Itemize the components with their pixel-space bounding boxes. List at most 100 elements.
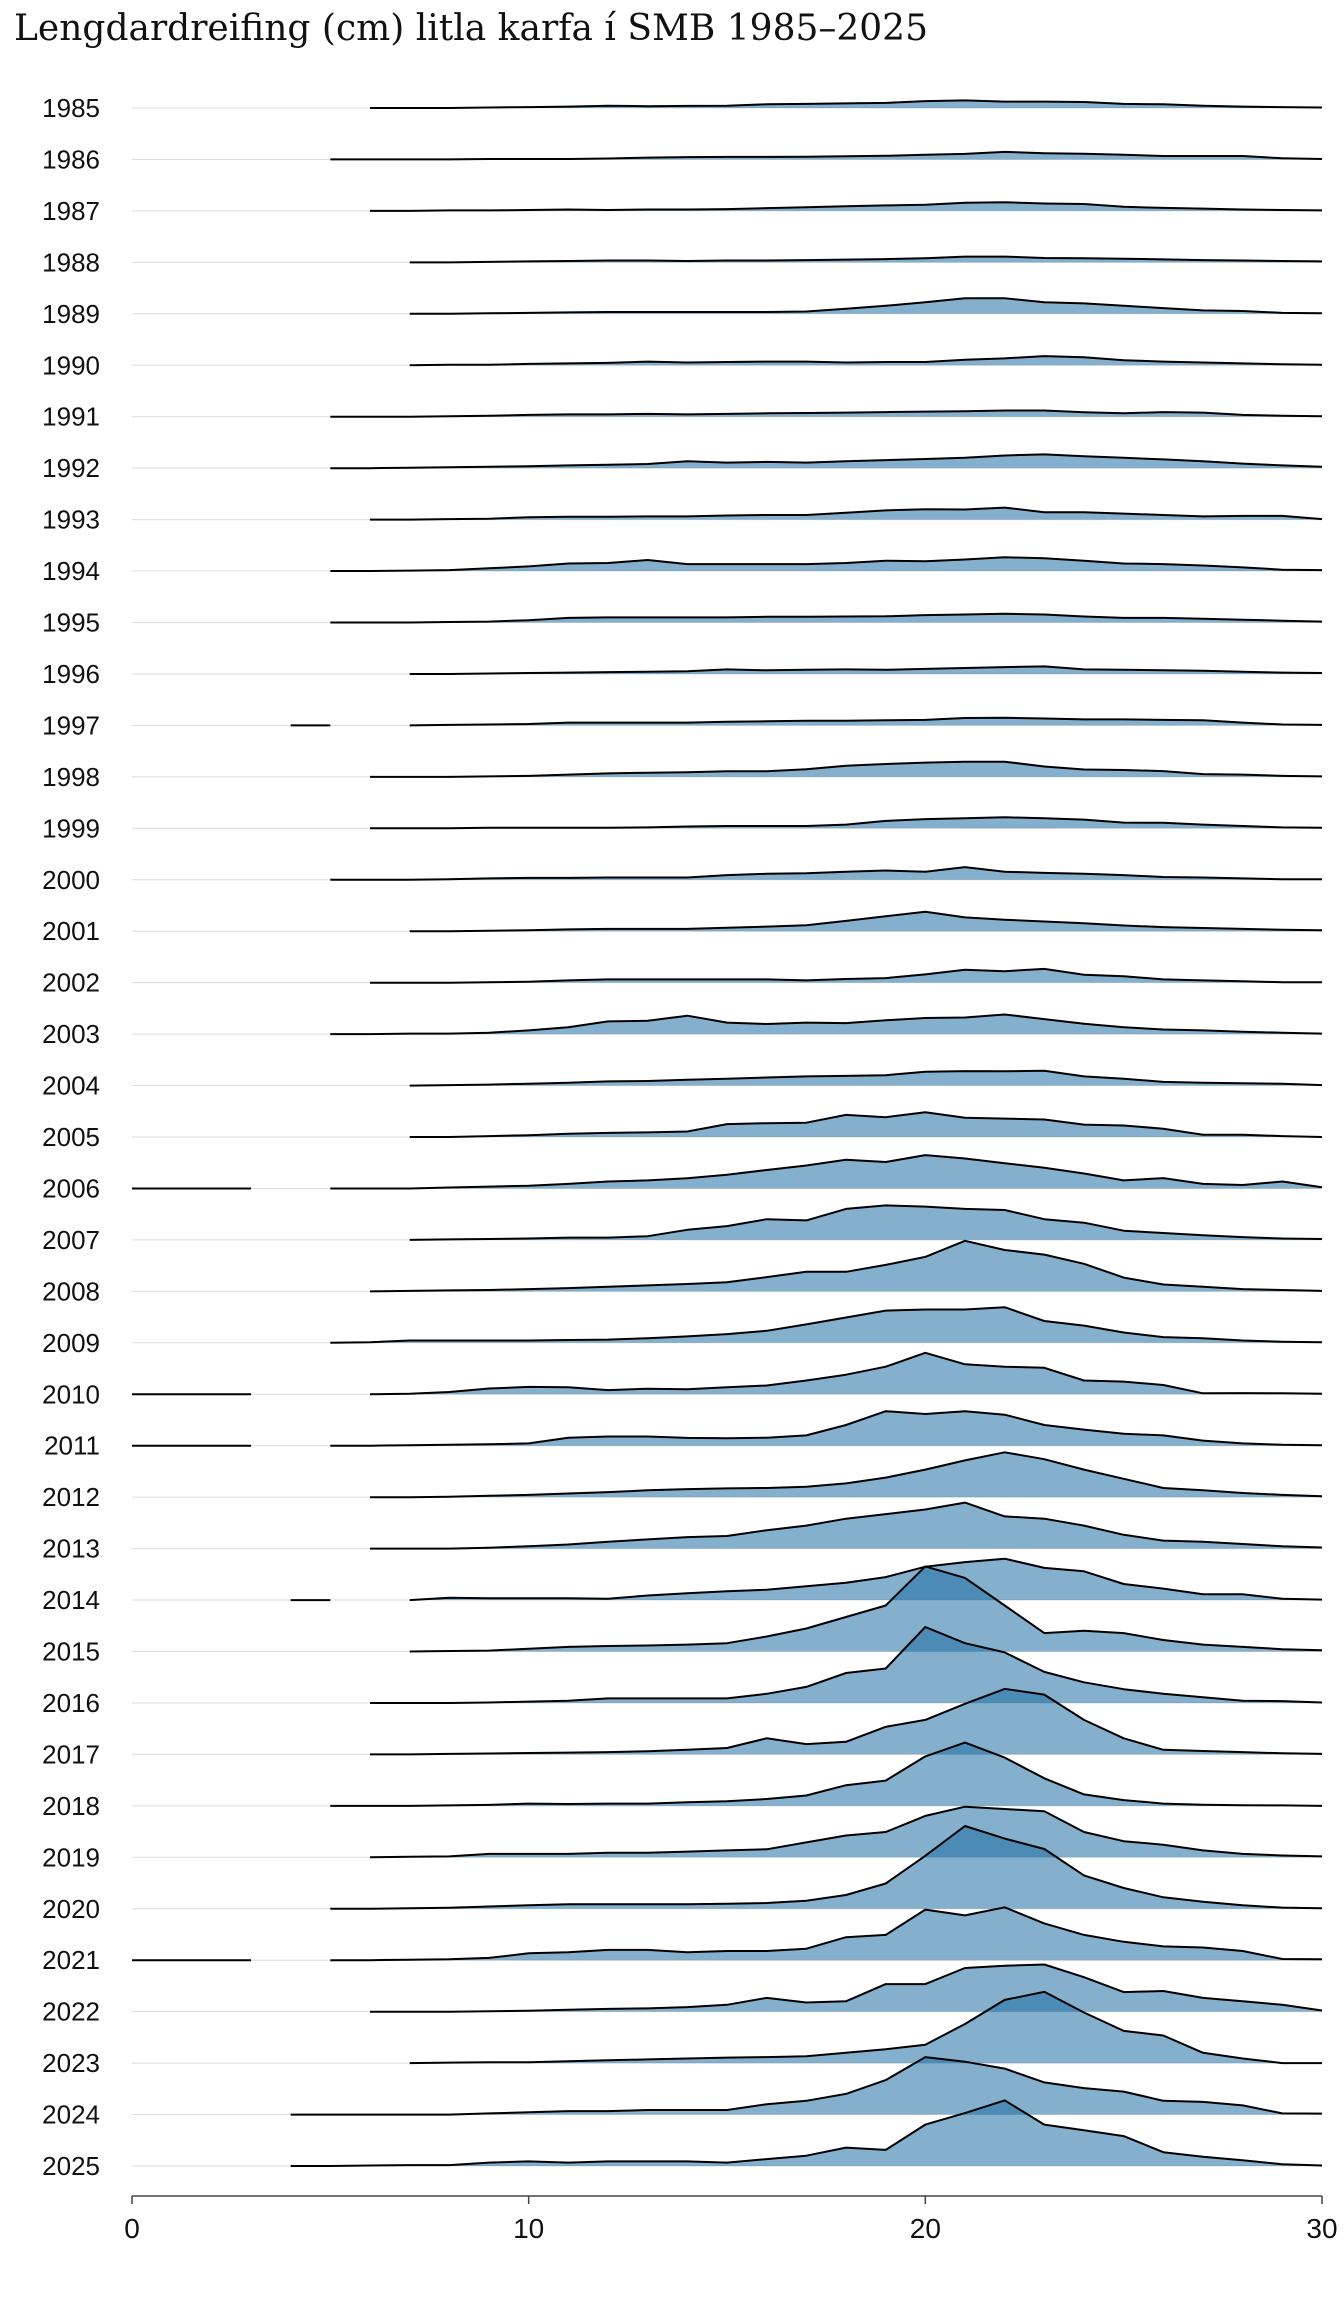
- year-label: 2009: [42, 1328, 100, 1358]
- ridge-line: [290, 2056, 1323, 2116]
- year-label: 2010: [42, 1379, 100, 1409]
- ridge-area: [330, 1155, 1322, 1189]
- ridge-line: [330, 866, 1322, 881]
- ridge-area: [370, 1240, 1322, 1292]
- ridge-2013: [370, 1501, 1323, 1550]
- x-tick-label: 10: [513, 2213, 544, 2244]
- ridge-2004: [409, 1069, 1323, 1087]
- year-label: 2022: [42, 1997, 100, 2027]
- ridge-area: [409, 298, 1322, 314]
- ridge-1986: [330, 150, 1323, 161]
- ridge-line: [330, 1906, 1323, 1962]
- year-label: 2017: [42, 1739, 100, 1769]
- year-label: 1989: [42, 299, 100, 329]
- ridge-1999: [370, 816, 1323, 830]
- ridge-area: [370, 1964, 1322, 2012]
- ridge-2019: [369, 1805, 1323, 1859]
- ridge-line: [370, 99, 1323, 109]
- ridge-line: [370, 1451, 1323, 1499]
- ridge-line: [369, 1351, 1323, 1396]
- ridge-2016: [370, 1626, 1323, 1704]
- ridge-line: [409, 1204, 1323, 1241]
- ridge-line: [370, 1687, 1323, 1756]
- year-label: 1987: [42, 196, 100, 226]
- ridge-1992: [330, 453, 1323, 470]
- y-axis-labels: 1985 1986 1987 1988 1989 1990 1991 1992 1993 1994…: [42, 93, 100, 2181]
- ridge-line: [409, 297, 1323, 315]
- ridge-area: [330, 1742, 1322, 1806]
- year-label: 2016: [42, 1688, 100, 1718]
- ridge-line: [370, 506, 1323, 521]
- year-label: 2008: [42, 1276, 100, 1306]
- year-label: 2004: [42, 1071, 100, 1101]
- ridge-1990: [409, 355, 1323, 367]
- year-label: 1994: [42, 556, 100, 586]
- ridge-line: [369, 1805, 1323, 1859]
- year-label: 1996: [42, 659, 100, 689]
- chart-title: Lengdardreifing (cm) litla karfa í SMB 1…: [14, 8, 928, 49]
- ridge-area: [409, 1566, 1322, 1652]
- ridge-area: [370, 1627, 1322, 1703]
- ridge-line: [330, 453, 1323, 470]
- ridge-area: [330, 1014, 1322, 1035]
- ridge-2012: [370, 1451, 1323, 1499]
- ridge-line: [370, 1963, 1323, 2013]
- ridge-area: [370, 1688, 1322, 1755]
- ridge-area: [330, 1907, 1322, 1961]
- ridge-area: [370, 1806, 1322, 1858]
- year-label: 2024: [42, 2100, 100, 2130]
- year-label: 2014: [42, 1585, 100, 1615]
- ridge-line: [370, 760, 1323, 778]
- x-tick-label: 30: [1306, 2213, 1337, 2244]
- ridge-line: [409, 910, 1323, 933]
- ridge-line: [409, 1557, 1323, 1602]
- ridge-line: [409, 355, 1323, 367]
- ridge-area: [409, 911, 1322, 932]
- ridge-2010: [132, 1351, 1323, 1396]
- year-label: 2006: [42, 1173, 100, 1203]
- ridge-2021: [132, 1906, 1323, 1962]
- ridge-1997: [290, 716, 1323, 727]
- ridge-2006: [132, 1154, 1323, 1190]
- year-label: 1997: [42, 710, 100, 740]
- year-label: 1992: [42, 453, 100, 483]
- year-label: 2001: [42, 916, 100, 946]
- ridge-2007: [409, 1204, 1323, 1241]
- ridge-area: [409, 1991, 1322, 2064]
- ridge-area: [409, 1112, 1322, 1137]
- ridge-line: [330, 409, 1323, 418]
- year-label: 2019: [42, 1842, 100, 1872]
- ridge-area: [330, 1826, 1322, 1909]
- year-label: 1986: [42, 144, 100, 174]
- ridge-line: [409, 665, 1323, 675]
- year-label: 2021: [42, 1945, 100, 1975]
- ridge-2008: [369, 1239, 1323, 1293]
- year-label: 2002: [42, 968, 100, 998]
- ridge-line: [409, 1069, 1323, 1087]
- ridge-line: [330, 1306, 1323, 1344]
- ridge-2020: [330, 1825, 1323, 1910]
- year-label: 1990: [42, 350, 100, 380]
- ridge-1993: [370, 506, 1323, 521]
- year-label: 1998: [42, 762, 100, 792]
- ridge-line: [330, 612, 1323, 624]
- ridge-area: [370, 1452, 1322, 1498]
- ridge-1991: [330, 409, 1323, 418]
- ridge-1988: [409, 255, 1323, 264]
- ridge-line: [370, 967, 1322, 984]
- year-label: 2005: [42, 1122, 100, 1152]
- x-axis: 0 10 20 30: [124, 2195, 1338, 2244]
- ridges: [132, 99, 1323, 2167]
- ridge-area: [409, 1205, 1322, 1240]
- ridge-area: [330, 613, 1322, 623]
- ridge-line: [330, 556, 1323, 572]
- ridge-2014: [290, 1557, 1323, 1602]
- year-label: 2015: [42, 1637, 100, 1667]
- ridge-line: [330, 1741, 1323, 1807]
- ridge-area: [290, 2100, 1323, 2166]
- ridge-line: [409, 1990, 1322, 2065]
- ridge-2025: [290, 2099, 1323, 2167]
- ridge-area: [330, 454, 1322, 469]
- ridge-1985: [370, 99, 1323, 109]
- ridge-2009: [330, 1306, 1323, 1344]
